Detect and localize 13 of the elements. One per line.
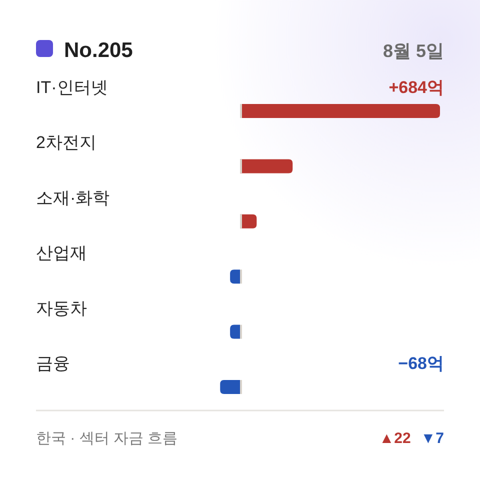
annotation: ▲22 [379, 430, 411, 447]
y-tick-label: 자동차 [36, 298, 87, 318]
y-tick-label: 금융 [36, 354, 70, 373]
data-label: +684억 [388, 78, 444, 97]
subtitle: 8월 5일 [382, 41, 444, 61]
title: No.205 [64, 39, 133, 62]
annotation: ▼7 [420, 430, 444, 447]
data-label: −68억 [398, 354, 444, 373]
y-tick-label: IT·인터넷 [36, 78, 108, 97]
annotation: 한국 · 섹터 자금 흐름 [36, 430, 178, 447]
y-tick-label: 2차전지 [36, 133, 96, 152]
y-tick-label: 산업재 [36, 244, 87, 263]
y-tick-label: 소재·화학 [36, 188, 110, 208]
